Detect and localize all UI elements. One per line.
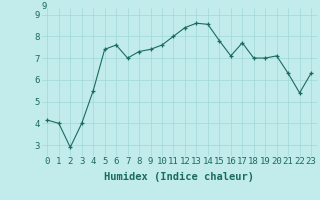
Text: 9: 9 <box>42 2 47 11</box>
X-axis label: Humidex (Indice chaleur): Humidex (Indice chaleur) <box>104 172 254 182</box>
